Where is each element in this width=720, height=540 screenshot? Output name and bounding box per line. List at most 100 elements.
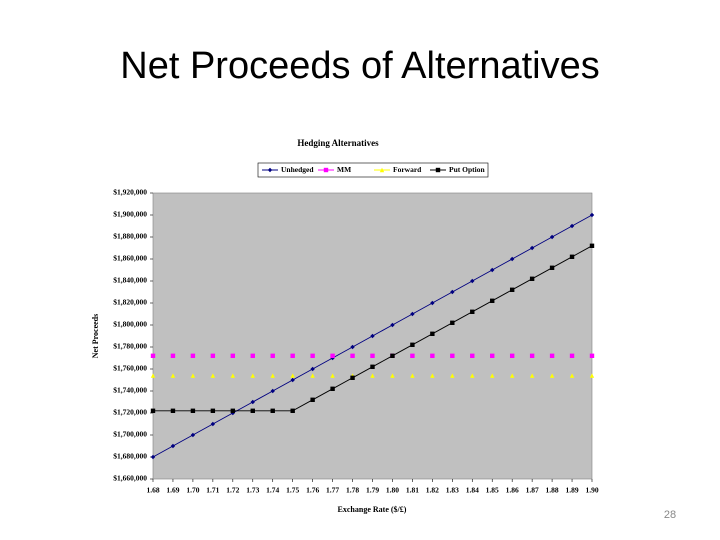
data-point: [589, 353, 595, 358]
data-point: [470, 353, 475, 358]
y-tick-label: $1,800,000: [113, 320, 147, 329]
y-tick-label: $1,740,000: [113, 386, 147, 395]
data-point: [150, 373, 156, 378]
x-tick-label: 1.82: [426, 486, 439, 495]
data-point: [350, 344, 355, 350]
legend-marker: [323, 167, 329, 173]
data-point: [210, 353, 216, 358]
x-axis-title: Exchange Rate ($/£): [338, 505, 407, 514]
data-point: [290, 377, 295, 383]
x-tick-label: 1.80: [386, 486, 399, 495]
data-point: [509, 287, 515, 292]
data-point: [290, 353, 295, 358]
data-point: [549, 234, 555, 240]
x-tick-label: 1.68: [146, 486, 159, 495]
data-point: [370, 353, 375, 358]
x-tick-label: 1.81: [406, 486, 419, 495]
x-tick-label: 1.87: [526, 486, 539, 495]
legend-marker: [379, 167, 385, 173]
data-point: [589, 243, 595, 248]
data-point: [410, 353, 415, 358]
data-point: [450, 353, 455, 358]
legend-marker: [435, 167, 441, 173]
legend-label: MM: [337, 165, 351, 174]
data-point: [310, 366, 315, 372]
data-point: [569, 373, 575, 378]
y-tick-label: $1,700,000: [113, 430, 147, 439]
data-point: [170, 353, 176, 358]
x-tick-label: 1.90: [585, 486, 598, 495]
data-point: [230, 353, 236, 358]
x-tick-label: 1.73: [246, 486, 259, 495]
data-point: [250, 353, 255, 358]
data-point: [549, 353, 555, 358]
data-point: [210, 373, 216, 378]
data-point: [270, 388, 275, 394]
x-tick-label: 1.72: [226, 486, 239, 495]
y-tick-label: $1,900,000: [113, 210, 147, 219]
data-point: [390, 322, 395, 328]
data-point: [150, 408, 156, 413]
data-point: [430, 373, 435, 378]
y-tick-label: $1,860,000: [113, 254, 147, 263]
data-point: [190, 432, 196, 438]
data-point: [490, 373, 495, 378]
data-point: [529, 245, 535, 251]
data-point: [270, 353, 275, 358]
y-axis-title: Net Proceeds: [91, 314, 100, 359]
y-tick-label: $1,720,000: [113, 408, 147, 417]
x-tick-label: 1.79: [366, 486, 379, 495]
data-point: [170, 373, 176, 378]
y-tick-label: $1,880,000: [113, 232, 147, 241]
data-point: [250, 408, 255, 413]
data-point: [390, 353, 395, 358]
legend-box: [257, 162, 489, 178]
data-point: [529, 373, 535, 378]
data-point: [430, 331, 435, 336]
data-point: [150, 353, 156, 358]
data-point: [529, 353, 535, 358]
data-point: [509, 256, 515, 262]
data-point: [470, 309, 475, 314]
data-point: [450, 320, 455, 325]
data-point: [290, 373, 295, 378]
data-point: [330, 353, 335, 358]
data-point: [450, 289, 455, 295]
legend-label: Put Option: [449, 165, 485, 174]
data-point: [250, 399, 255, 405]
data-point: [270, 373, 275, 378]
data-point: [350, 353, 355, 358]
data-point: [569, 223, 575, 229]
data-point: [430, 300, 435, 306]
data-point: [410, 342, 415, 347]
legend-label: Unhedged: [281, 165, 314, 174]
legend-marker: [267, 167, 273, 173]
data-point: [170, 408, 176, 413]
data-point: [509, 353, 515, 358]
data-point: [450, 373, 455, 378]
data-point: [250, 373, 255, 378]
x-tick-label: 1.89: [565, 486, 578, 495]
data-point: [589, 373, 595, 378]
x-tick-label: 1.83: [446, 486, 459, 495]
data-point: [370, 373, 375, 378]
data-point: [170, 443, 176, 449]
data-point: [150, 454, 156, 460]
slide-title: Net Proceeds of Alternatives: [120, 45, 599, 87]
y-tick-label: $1,820,000: [113, 298, 147, 307]
data-point: [390, 373, 395, 378]
data-point: [330, 386, 335, 391]
data-point: [230, 373, 236, 378]
data-point: [509, 373, 515, 378]
data-point: [230, 408, 236, 413]
data-point: [210, 421, 216, 427]
data-point: [490, 353, 495, 358]
data-point: [569, 353, 575, 358]
x-tick-label: 1.76: [306, 486, 319, 495]
data-point: [310, 397, 315, 402]
data-point: [190, 373, 196, 378]
data-point: [470, 373, 475, 378]
data-point: [410, 311, 415, 317]
data-point: [569, 254, 575, 259]
y-tick-label: $1,840,000: [113, 276, 147, 285]
